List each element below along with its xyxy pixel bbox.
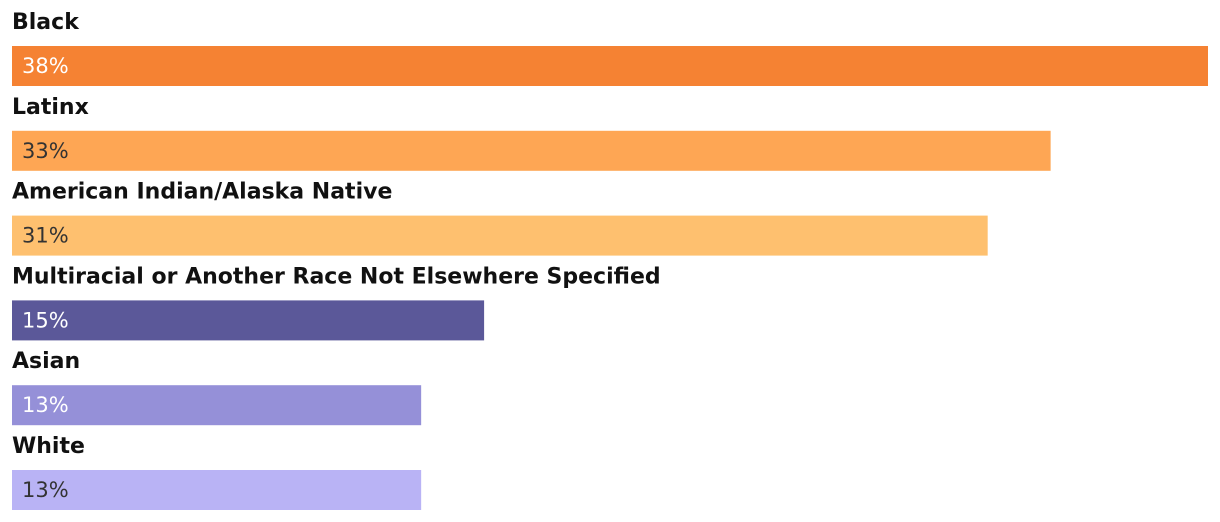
bar xyxy=(12,215,988,256)
bar xyxy=(12,46,1208,86)
bar xyxy=(12,470,422,510)
value-label: 13% xyxy=(22,393,69,417)
value-label: 33% xyxy=(22,139,69,163)
category-label: Multiracial or Another Race Not Elsewher… xyxy=(12,264,661,289)
category-label: Latinx xyxy=(12,95,89,120)
category-label: Black xyxy=(12,10,80,35)
value-label: 15% xyxy=(22,308,69,332)
value-label: 13% xyxy=(22,478,69,502)
category-label: American Indian/Alaska Native xyxy=(12,180,392,205)
bar xyxy=(12,385,422,426)
bar xyxy=(12,130,1051,171)
bar xyxy=(12,300,485,341)
category-label: Asian xyxy=(12,349,80,374)
value-label: 31% xyxy=(22,224,69,248)
category-label: White xyxy=(12,434,85,459)
value-label: 38% xyxy=(22,54,69,78)
